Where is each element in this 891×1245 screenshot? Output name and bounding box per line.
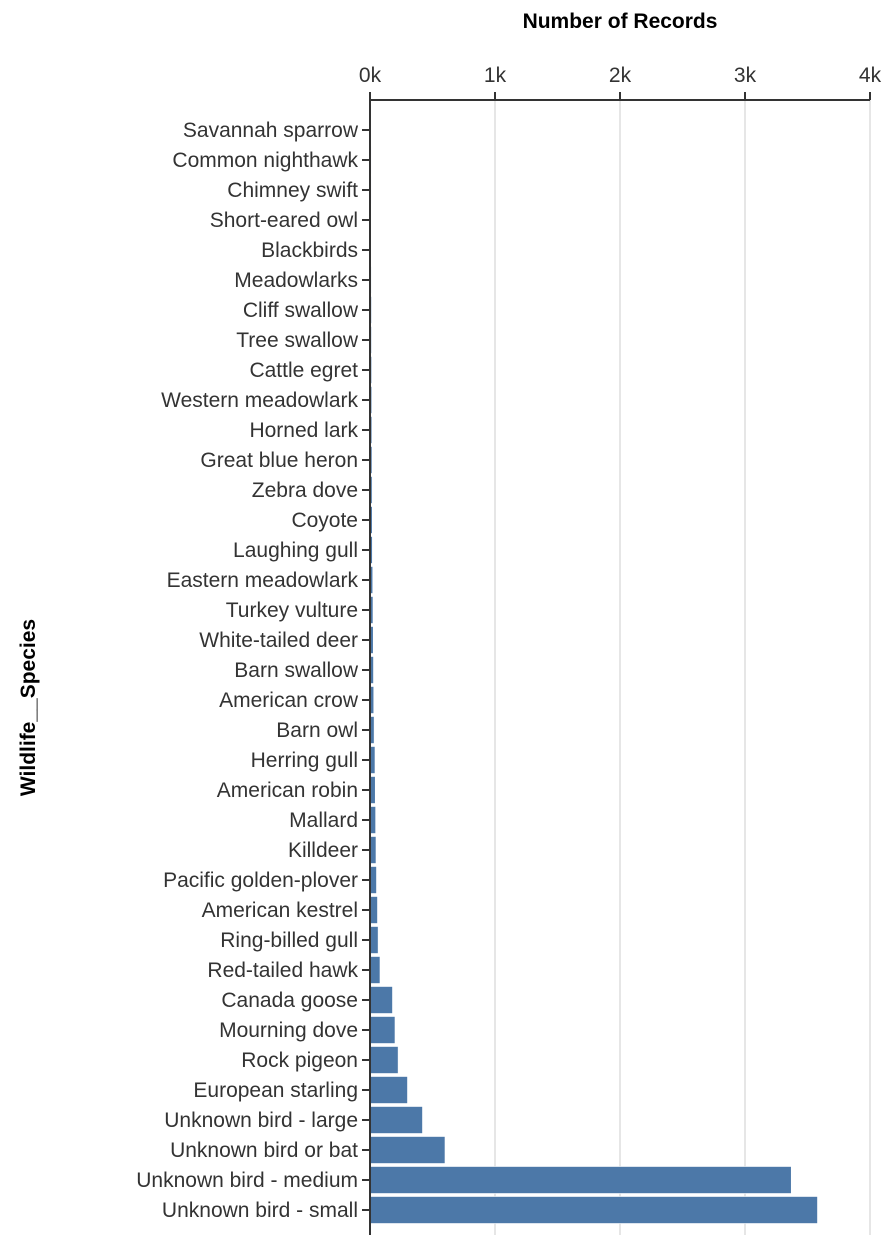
bar [369, 926, 379, 954]
x-tick-label: 2k [609, 64, 632, 87]
category-label: Mallard [289, 809, 358, 832]
category-label: Eastern meadowlark [167, 569, 359, 592]
category-label: Cattle egret [249, 359, 358, 382]
category-label: Zebra dove [252, 479, 358, 502]
category-label: European starling [193, 1079, 358, 1102]
x-tick-label: 1k [484, 64, 507, 87]
x-axis-title: Number of Records [523, 10, 718, 33]
category-label: Unknown bird or bat [170, 1139, 358, 1162]
category-label: Coyote [291, 509, 358, 532]
bar [369, 1016, 396, 1044]
category-label: Unknown bird - small [162, 1199, 358, 1222]
bar [369, 1166, 792, 1194]
bar [369, 1136, 446, 1164]
category-label: Tree swallow [236, 329, 359, 352]
category-label: Blackbirds [261, 239, 358, 262]
x-tick-label: 3k [734, 64, 757, 87]
category-label: Great blue heron [200, 449, 358, 472]
category-label: Short-eared owl [210, 209, 358, 232]
axes: 0k 1k 2k 3k 4k Savannah sparrow Common nightha… [136, 64, 882, 1235]
category-label: Unknown bird - medium [136, 1169, 358, 1192]
bar [369, 1196, 818, 1224]
category-label: Laughing gull [233, 539, 358, 562]
bar [369, 1106, 423, 1134]
bar [369, 986, 393, 1014]
category-label: Ring-billed gull [220, 929, 358, 952]
category-label: Horned lark [249, 419, 358, 442]
category-label: Cliff swallow [243, 299, 359, 322]
category-label: American robin [217, 779, 358, 802]
bar [369, 1046, 399, 1074]
category-label: Barn owl [276, 719, 358, 742]
category-label: Western meadowlark [161, 389, 358, 412]
category-label: Herring gull [251, 749, 358, 772]
category-label: Unknown bird - large [164, 1109, 358, 1132]
bar [369, 896, 378, 924]
category-label: Barn swallow [234, 659, 359, 682]
category-label: American crow [219, 689, 359, 712]
category-label: Savannah sparrow [183, 119, 359, 142]
category-label: White-tailed deer [199, 629, 358, 652]
bar [369, 956, 381, 984]
category-label: Red-tailed hawk [207, 959, 358, 982]
category-label: Mourning dove [219, 1019, 358, 1042]
category-label: Chimney swift [227, 179, 358, 202]
gridlines [494, 100, 871, 1235]
category-label: Killdeer [288, 839, 358, 862]
y-axis-title: Wildlife__Species [17, 619, 40, 796]
category-label: American kestrel [202, 899, 358, 922]
x-tick-label: 0k [359, 64, 382, 87]
bar [369, 1076, 408, 1104]
category-label: Pacific golden-plover [163, 869, 358, 892]
bars [369, 116, 818, 1224]
category-label: Canada goose [221, 989, 358, 1012]
category-label: Meadowlarks [234, 269, 358, 292]
category-label: Rock pigeon [241, 1049, 358, 1072]
category-label: Turkey vulture [226, 599, 358, 622]
x-tick-label: 4k [859, 64, 882, 87]
category-label: Common nighthawk [172, 149, 358, 172]
